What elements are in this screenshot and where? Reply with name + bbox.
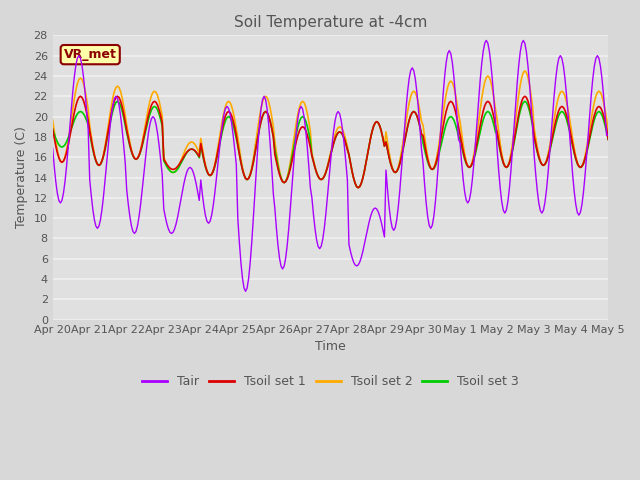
Legend: Tair, Tsoil set 1, Tsoil set 2, Tsoil set 3: Tair, Tsoil set 1, Tsoil set 2, Tsoil se…	[137, 370, 524, 393]
X-axis label: Time: Time	[315, 340, 346, 353]
Title: Soil Temperature at -4cm: Soil Temperature at -4cm	[234, 15, 427, 30]
Text: VR_met: VR_met	[64, 48, 116, 61]
Y-axis label: Temperature (C): Temperature (C)	[15, 127, 28, 228]
